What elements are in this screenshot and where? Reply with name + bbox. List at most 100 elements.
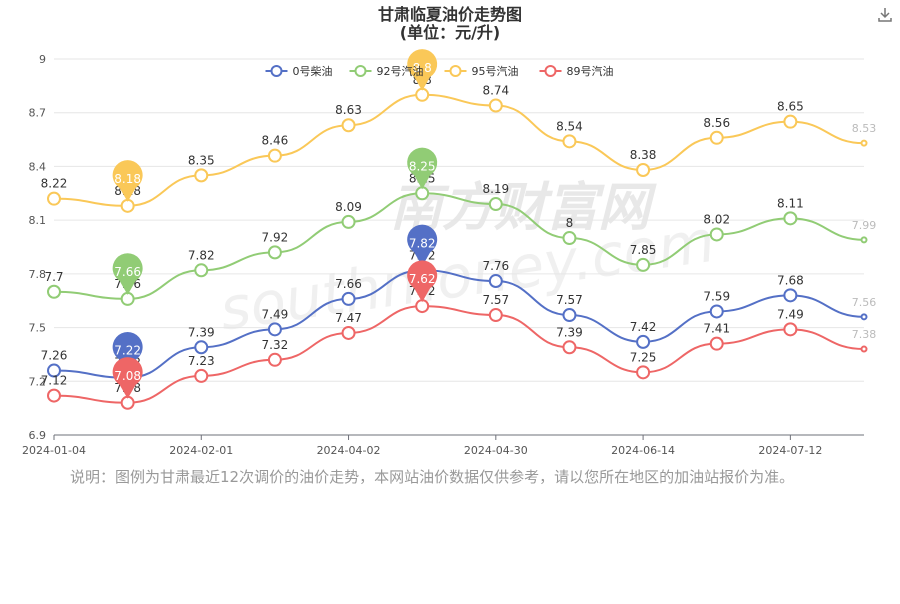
data-point — [783, 114, 798, 129]
legend-marker — [544, 65, 557, 77]
data-point — [194, 263, 209, 278]
data-point — [488, 274, 503, 289]
pin-label: 8.8 — [413, 61, 432, 75]
y-tick-label: 9 — [39, 53, 46, 66]
pin-label: 7.66 — [114, 265, 141, 279]
data-point — [47, 191, 61, 206]
data-point — [783, 322, 798, 337]
data-label: 7.57 — [556, 293, 583, 307]
pin-label: 7.82 — [409, 236, 436, 250]
pin-marker — [407, 260, 438, 303]
data-label: 8 — [566, 216, 574, 230]
chart-note: 说明：图例为甘肃最近12次调价的油价走势，本网站油价数据仅供参考，请以您所在地区… — [70, 468, 795, 486]
data-point — [636, 257, 651, 272]
data-label: 8.09 — [335, 200, 362, 214]
data-point — [488, 197, 503, 212]
data-point — [860, 236, 868, 244]
legend-label: 0号柴油 — [293, 64, 333, 78]
data-label: 7.32 — [262, 338, 289, 352]
data-point — [341, 214, 356, 229]
data-point — [488, 308, 503, 323]
legend-item-0[interactable]: 0号柴油 — [265, 64, 333, 78]
pin-marker — [112, 357, 143, 399]
legend-marker — [354, 65, 367, 77]
data-label: 7.49 — [262, 307, 289, 321]
download-button[interactable] — [876, 6, 894, 24]
data-label: 7.56 — [852, 296, 877, 309]
y-tick-label: 7.2 — [29, 375, 47, 388]
data-point — [267, 352, 282, 367]
legend-item-1[interactable]: 92号汽油 — [349, 64, 424, 78]
data-label: 7.68 — [777, 273, 804, 287]
data-point — [47, 363, 61, 378]
pin-marker — [407, 147, 438, 190]
data-point — [341, 291, 356, 306]
legend-label: 95号汽油 — [472, 64, 519, 78]
y-tick-label: 8.1 — [29, 214, 47, 227]
data-label: 8.11 — [777, 196, 804, 210]
data-point — [860, 139, 868, 147]
data-point — [562, 340, 577, 355]
data-label: 7.49 — [777, 307, 804, 321]
data-label: 7.12 — [41, 374, 68, 388]
data-point — [783, 211, 798, 226]
legend-label: 92号汽油 — [377, 64, 424, 78]
data-point — [860, 313, 868, 321]
legend-item-3[interactable]: 89号汽油 — [539, 64, 614, 78]
data-label: 7.85 — [630, 243, 657, 257]
data-label: 8.65 — [777, 100, 804, 114]
data-label: 7.26 — [41, 349, 68, 363]
data-point — [783, 288, 798, 303]
data-label: 7.76 — [482, 259, 509, 273]
data-label: 8.63 — [335, 103, 362, 117]
legend-item-2[interactable]: 95号汽油 — [444, 64, 519, 78]
data-label: 7.66 — [335, 277, 362, 291]
data-label: 7.25 — [630, 350, 657, 364]
data-point — [194, 168, 209, 183]
pin-marker — [112, 160, 143, 202]
data-label: 8.46 — [262, 134, 289, 148]
data-label: 7.38 — [852, 328, 877, 341]
data-label: 8.56 — [703, 116, 730, 130]
pin-marker — [112, 332, 143, 374]
x-tick-label: 2024-04-02 — [317, 444, 381, 457]
legend-marker — [270, 65, 283, 77]
data-point — [267, 245, 282, 260]
chart-subtitle: (单位：元/升) — [400, 23, 500, 42]
data-label: 7.92 — [262, 230, 289, 244]
x-tick-label: 2024-01-04 — [22, 444, 86, 457]
pin-marker — [407, 224, 438, 267]
x-tick-label: 2024-07-12 — [758, 444, 822, 457]
data-label: 7.41 — [703, 322, 730, 336]
y-tick-label: 7.8 — [29, 268, 47, 281]
data-point — [488, 98, 503, 113]
pin-marker — [407, 49, 438, 91]
data-label: 8.54 — [556, 119, 583, 133]
data-point — [562, 231, 577, 246]
y-tick-label: 7.5 — [29, 322, 47, 335]
data-label: 7.7 — [44, 270, 63, 284]
pin-label: 7.22 — [114, 344, 141, 358]
data-label: 7.82 — [188, 248, 215, 262]
legend-label: 89号汽油 — [567, 64, 614, 78]
data-point — [267, 322, 282, 337]
data-point — [194, 340, 209, 355]
data-label: 7.57 — [482, 293, 509, 307]
data-label: 8.19 — [482, 182, 509, 196]
data-point — [636, 163, 651, 178]
data-point — [341, 118, 356, 133]
data-point — [562, 308, 577, 323]
data-label: 8.35 — [188, 153, 215, 167]
data-label: 7.39 — [556, 325, 583, 339]
data-point — [636, 365, 651, 380]
data-point — [47, 388, 61, 403]
data-point — [341, 325, 356, 340]
chart-title: 甘肃临夏油价走势图 — [378, 5, 522, 24]
watermark-text: 南方财富网 — [390, 178, 657, 238]
data-point — [709, 304, 724, 319]
data-label: 7.99 — [852, 219, 877, 232]
x-tick-label: 2024-06-14 — [611, 444, 675, 457]
download-icon — [878, 8, 892, 22]
